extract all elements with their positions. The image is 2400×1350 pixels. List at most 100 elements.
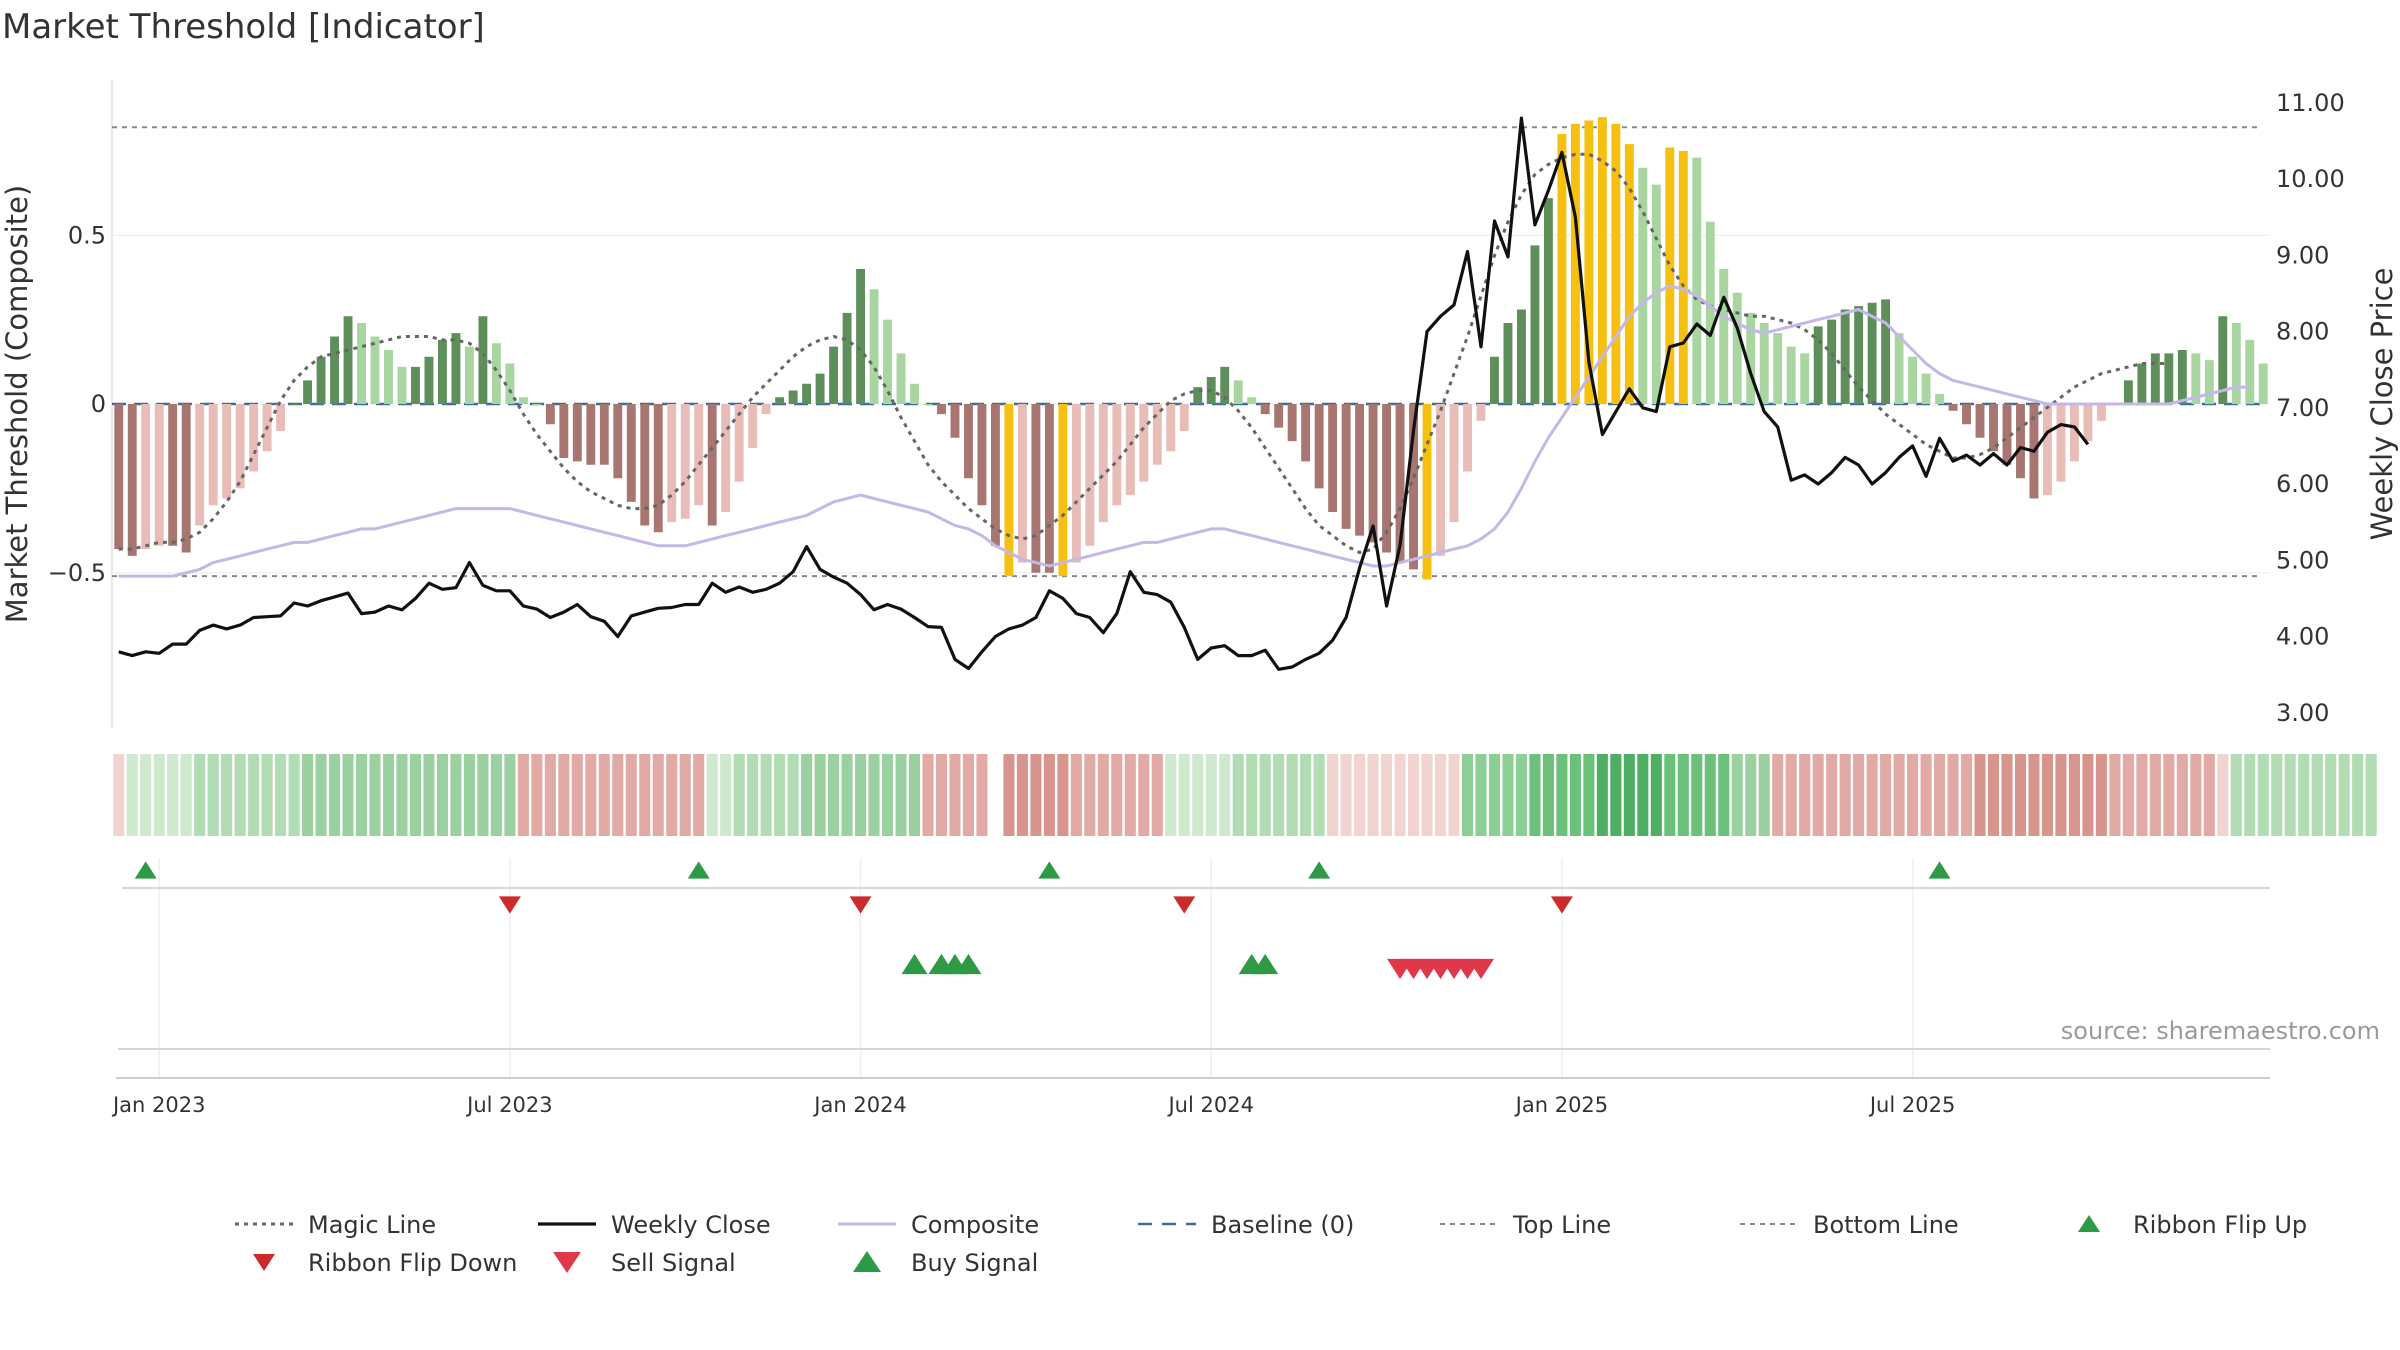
- ribbon-cell: [1866, 754, 1878, 836]
- composite-bar: [586, 404, 596, 465]
- composite-bar: [829, 346, 839, 404]
- ribbon-cell: [369, 754, 381, 836]
- composite-bar: [734, 404, 744, 482]
- composite-bar: [883, 319, 892, 404]
- ribbon-cell: [1016, 754, 1028, 836]
- composite-bar: [964, 404, 973, 479]
- composite-bar: [896, 353, 906, 404]
- ribbon-cell: [2055, 754, 2067, 836]
- ribbon-cell: [1488, 754, 1500, 836]
- ribbon-flip-up-marker: [1308, 861, 1331, 879]
- ribbon-cell: [1987, 754, 2000, 836]
- ribbon-cell: [2122, 754, 2134, 836]
- composite-bar: [1152, 404, 1162, 465]
- left-tick-label: −0.5: [48, 559, 106, 587]
- sell-signal-marker: [1467, 958, 1494, 980]
- composite-bar: [1867, 302, 1877, 404]
- y-axis-label-right: Weekly Close Price: [2365, 268, 2399, 541]
- right-tick-label: 6.00: [2276, 470, 2329, 498]
- legend-item-baseline: Baseline (0): [1138, 1211, 1354, 1239]
- composite-bar: [424, 356, 434, 404]
- ribbon-cell: [666, 754, 678, 836]
- ribbon-cell: [1677, 754, 1689, 836]
- ribbon-cell: [962, 754, 974, 836]
- ribbon-cell: [382, 754, 395, 836]
- composite-bar: [2204, 360, 2214, 404]
- ribbon-cell: [706, 754, 718, 836]
- composite-bar: [856, 269, 866, 404]
- ribbon-cell: [450, 754, 462, 836]
- ribbon-cell: [1596, 754, 1608, 836]
- composite-bar: [1436, 404, 1445, 556]
- ribbon-cell: [1610, 754, 1622, 836]
- composite-bar: [1840, 309, 1850, 404]
- ribbon-cell: [463, 754, 475, 836]
- composite-bar: [2177, 350, 2187, 404]
- ribbon-cell: [342, 754, 354, 836]
- composite-bar: [1692, 157, 1702, 404]
- magic-line: [118, 152, 2169, 555]
- composite-bar: [2150, 353, 2160, 404]
- ribbon-cell: [2001, 754, 2013, 836]
- ribbon-cell: [2271, 754, 2283, 836]
- ribbon-cell: [1502, 754, 1514, 836]
- composite-bar: [1854, 306, 1864, 404]
- ribbon-cell: [153, 754, 165, 836]
- ribbon-cell: [167, 754, 179, 836]
- composite-bar: [1166, 404, 1176, 452]
- composite-bar: [1260, 404, 1270, 415]
- composite-bar: [1732, 292, 1742, 404]
- ribbon-cell: [1853, 754, 1865, 836]
- composite-bar: [2016, 404, 2025, 479]
- ribbon-cell: [1515, 754, 1527, 836]
- ribbon-cell: [1340, 754, 1352, 836]
- right-tick-label: 9.00: [2276, 241, 2329, 269]
- ribbon-cell: [1381, 754, 1393, 836]
- ribbon-cell: [1273, 754, 1285, 836]
- ribbon-flip-down-marker: [849, 896, 872, 914]
- ribbon-cell: [989, 754, 1001, 836]
- ribbon-cell: [2230, 754, 2242, 836]
- ribbon-cell: [1583, 754, 1595, 836]
- composite-bar: [1516, 309, 1526, 404]
- legend-item-buy: Buy Signal: [853, 1249, 1038, 1277]
- composite-bar: [1759, 323, 1769, 404]
- composite-bar: [1409, 404, 1418, 570]
- ribbon-cell: [477, 754, 489, 836]
- left-tick-label: 0: [91, 390, 106, 418]
- x-tick-label: Jan 2025: [1514, 1093, 1609, 1117]
- ribbon-cell: [679, 754, 691, 836]
- composite-bar: [2083, 404, 2093, 442]
- composite-bar: [114, 404, 124, 550]
- x-tick-label: Jul 2024: [1166, 1093, 1253, 1117]
- legend-swatch-flipup: [2078, 1215, 2100, 1232]
- composite-bar: [303, 380, 313, 404]
- ribbon-cell: [436, 754, 448, 836]
- composite-bar: [761, 404, 771, 415]
- ribbon-cell: [1111, 754, 1123, 836]
- composite-bar: [249, 404, 259, 472]
- ribbon-cell: [733, 754, 745, 836]
- ribbon-cell: [1731, 754, 1743, 836]
- ribbon-cell: [855, 754, 867, 836]
- legend-item-magic: Magic Line: [235, 1211, 436, 1239]
- ribbon-flip-down-marker: [1550, 896, 1573, 914]
- source-note: source: sharemaestro.com: [2061, 1017, 2380, 1045]
- ribbon-cell: [1003, 754, 1015, 836]
- legend: Magic Line Weekly Close Composite Baseline …: [235, 1211, 2307, 1277]
- composite-bar: [2258, 363, 2268, 404]
- ribbon-cell: [2257, 754, 2269, 836]
- legend-label: Weekly Close: [611, 1211, 771, 1239]
- ribbon-cell: [1839, 754, 1851, 836]
- ribbon-cell: [814, 754, 826, 836]
- ribbon-cell: [2028, 754, 2040, 836]
- composite-bar: [2191, 353, 2201, 404]
- right-tick-label: 10.00: [2276, 165, 2345, 193]
- composite-bar: [1948, 404, 1958, 411]
- composite-bar: [1665, 147, 1675, 404]
- legend-label: Top Line: [1512, 1211, 1611, 1239]
- legend-label: Composite: [911, 1211, 1039, 1239]
- ribbon-cell: [1907, 754, 1919, 836]
- composite-bar: [1463, 404, 1472, 472]
- ribbon-cell: [288, 754, 300, 836]
